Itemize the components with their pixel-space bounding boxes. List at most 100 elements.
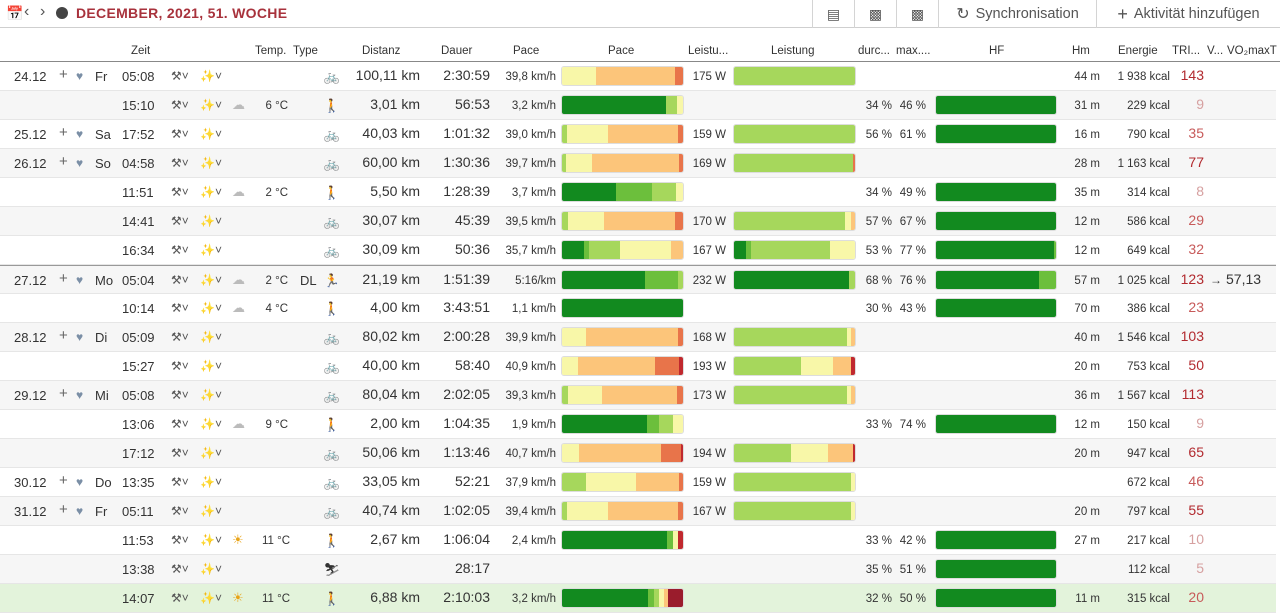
table-row[interactable]: 26.12 + ♥ So 04:58 ⚒˅ ✨˅ 🚲 60,00 km 1:30:36 39,7 k… — [0, 149, 1276, 178]
table-row[interactable]: 30.12 + ♥ Do 13:35 ⚒˅ ✨˅ 🚲 33,05 km 52:21 37,9 km/… — [0, 468, 1276, 497]
heart-icon[interactable]: ♥ — [76, 330, 84, 344]
col-pace-bar[interactable]: Pace — [608, 45, 635, 57]
row-time[interactable]: 05:08 — [122, 69, 155, 84]
table-row[interactable]: 29.12 + ♥ Mi 05:08 ⚒˅ ✨˅ 🚲 80,04 km 2:02:05 39,3 k… — [0, 381, 1276, 410]
magic-wand-icon[interactable]: ✨˅ — [200, 330, 222, 344]
add-icon[interactable]: + — [59, 472, 68, 489]
magic-wand-icon[interactable]: ✨˅ — [200, 417, 222, 431]
tools-icon[interactable]: ⚒˅ — [171, 214, 189, 228]
col-avg[interactable]: durc... — [858, 45, 890, 57]
col-pace-value[interactable]: Pace — [513, 45, 540, 57]
calendar-icon[interactable]: 📅 — [6, 5, 24, 21]
col-leistung-bar[interactable]: Leistung — [771, 45, 815, 57]
col-energie[interactable]: Energie — [1118, 45, 1158, 57]
chevron-left-icon[interactable]: ‹ — [24, 3, 30, 20]
tools-icon[interactable]: ⚒˅ — [171, 185, 189, 199]
table-row[interactable]: 14:07 ⚒˅ ✨˅ ☀ 11 °C 🚶 6,88 km 2:10:03 3,2 km/h 32… — [0, 584, 1276, 613]
row-time[interactable]: 05:11 — [122, 504, 154, 519]
col-vo2[interactable]: VO₂maxT — [1227, 45, 1277, 57]
chevron-right-icon[interactable]: › — [40, 3, 46, 20]
row-time[interactable]: 11:51 — [122, 185, 154, 200]
table-row[interactable]: 25.12 + ♥ Sa 17:52 ⚒˅ ✨˅ 🚲 40,03 km 1:01:32 39,0 k… — [0, 120, 1276, 149]
col-temp[interactable]: Temp. — [255, 45, 287, 57]
col-hf[interactable]: HF — [989, 45, 1005, 57]
magic-wand-icon[interactable]: ✨˅ — [200, 156, 222, 170]
row-time[interactable]: 04:58 — [122, 156, 155, 171]
col-zeit[interactable]: Zeit — [131, 45, 151, 57]
row-time[interactable]: 05:08 — [122, 388, 155, 403]
table-row[interactable]: 13:38 ⚒˅ ✨˅ ⛷ 28:17 35 % 51 % 112 kcal 5 — [0, 555, 1276, 584]
heart-icon[interactable]: ♥ — [76, 504, 84, 518]
tools-icon[interactable]: ⚒˅ — [171, 98, 189, 112]
heart-icon[interactable]: ♥ — [76, 127, 84, 141]
tools-icon[interactable]: ⚒˅ — [171, 562, 189, 576]
table-row[interactable]: 13:06 ⚒˅ ✨˅ ☁ 9 °C 🚶 2,00 km 1:04:35 1,9 km/h 33 … — [0, 410, 1276, 439]
row-time[interactable]: 10:14 — [122, 301, 155, 316]
magic-wand-icon[interactable]: ✨˅ — [200, 69, 222, 83]
row-time[interactable]: 15:27 — [122, 359, 155, 374]
col-type[interactable]: Type — [293, 45, 318, 57]
table-row[interactable]: 28.12 + ♥ Di 05:09 ⚒˅ ✨˅ 🚲 80,02 km 2:00:28 39,9 k… — [0, 323, 1276, 352]
tools-icon[interactable]: ⚒˅ — [171, 156, 189, 170]
tools-icon[interactable]: ⚒˅ — [171, 301, 189, 315]
magic-wand-icon[interactable]: ✨˅ — [200, 243, 222, 257]
row-time[interactable]: 15:10 — [122, 98, 155, 113]
row-time[interactable]: 17:12 — [122, 446, 155, 461]
tools-icon[interactable]: ⚒˅ — [171, 504, 189, 518]
table-row[interactable]: 17:12 ⚒˅ ✨˅ 🚲 50,06 km 1:13:46 40,7 km/h 194 W 2… — [0, 439, 1276, 468]
chart-view-button[interactable]: ▩ — [854, 0, 896, 28]
today-dot-icon[interactable] — [56, 7, 68, 19]
add-icon[interactable]: + — [59, 501, 68, 518]
table-row[interactable]: 11:51 ⚒˅ ✨˅ ☁ 2 °C 🚶 5,50 km 1:28:39 3,7 km/h 34 … — [0, 178, 1276, 207]
magic-wand-icon[interactable]: ✨˅ — [200, 359, 222, 373]
magic-wand-icon[interactable]: ✨˅ — [200, 504, 222, 518]
table-row[interactable]: 24.12 + ♥ Fr 05:08 ⚒˅ ✨˅ 🚲 100,11 km 2:30:59 39,8 … — [0, 62, 1276, 91]
heart-icon[interactable]: ♥ — [76, 69, 84, 83]
row-time[interactable]: 17:52 — [122, 127, 155, 142]
magic-wand-icon[interactable]: ✨˅ — [200, 301, 222, 315]
heart-icon[interactable]: ♥ — [76, 156, 84, 170]
row-time[interactable]: 13:06 — [122, 417, 155, 432]
row-time[interactable]: 11:53 — [122, 533, 154, 548]
tools-icon[interactable]: ⚒˅ — [171, 243, 189, 257]
col-trimp[interactable]: TRI... — [1172, 45, 1201, 57]
magic-wand-icon[interactable]: ✨˅ — [200, 185, 222, 199]
row-time[interactable]: 14:07 — [122, 591, 155, 606]
add-icon[interactable]: + — [59, 66, 68, 83]
tools-icon[interactable]: ⚒˅ — [171, 359, 189, 373]
row-time[interactable]: 05:09 — [122, 330, 155, 345]
tools-icon[interactable]: ⚒˅ — [171, 273, 189, 287]
magic-wand-icon[interactable]: ✨˅ — [200, 127, 222, 141]
heart-icon[interactable]: ♥ — [76, 273, 84, 287]
magic-wand-icon[interactable]: ✨˅ — [200, 533, 222, 547]
add-activity-button[interactable]: + Aktivität hinzufügen — [1096, 0, 1280, 28]
magic-wand-icon[interactable]: ✨˅ — [200, 446, 222, 460]
row-time[interactable]: 14:41 — [122, 214, 155, 229]
col-leistung-value[interactable]: Leistu... — [688, 45, 729, 57]
tools-icon[interactable]: ⚒˅ — [171, 533, 189, 547]
table-row[interactable]: 31.12 + ♥ Fr 05:11 ⚒˅ ✨˅ 🚲 40,74 km 1:02:05 39,4 k… — [0, 497, 1276, 526]
table-row[interactable]: 14:41 ⚒˅ ✨˅ 🚲 30,07 km 45:39 39,5 km/h 170 W 57 … — [0, 207, 1276, 236]
heart-icon[interactable]: ♥ — [76, 388, 84, 402]
stats-view-button[interactable]: ▩ — [896, 0, 938, 28]
table-row[interactable]: 27.12 + ♥ Mo 05:04 ⚒˅ ✨˅ ☁ 2 °C DL 🏃 21,19 km 1:51:3… — [0, 265, 1276, 294]
magic-wand-icon[interactable]: ✨˅ — [200, 475, 222, 489]
col-distanz[interactable]: Distanz — [362, 45, 401, 57]
heart-icon[interactable]: ♥ — [76, 475, 84, 489]
add-icon[interactable]: + — [59, 153, 68, 170]
col-dauer[interactable]: Dauer — [441, 45, 473, 57]
tools-icon[interactable]: ⚒˅ — [171, 591, 189, 605]
sync-button[interactable]: ↻ Synchronisation — [938, 0, 1096, 28]
tools-icon[interactable]: ⚒˅ — [171, 417, 189, 431]
row-time[interactable]: 13:35 — [122, 475, 155, 490]
magic-wand-icon[interactable]: ✨˅ — [200, 273, 222, 287]
table-row[interactable]: 11:53 ⚒˅ ✨˅ ☀ 11 °C 🚶 2,67 km 1:06:04 2,4 km/h 33… — [0, 526, 1276, 555]
table-row[interactable]: 10:14 ⚒˅ ✨˅ ☁ 4 °C 🚶 4,00 km 3:43:51 1,1 km/h 30 … — [0, 294, 1276, 323]
table-row[interactable]: 16:34 ⚒˅ ✨˅ 🚲 30,09 km 50:36 35,7 km/h 167 W 53 … — [0, 236, 1276, 265]
table-row[interactable]: 15:10 ⚒˅ ✨˅ ☁ 6 °C 🚶 3,01 km 56:53 3,2 km/h 34 % 4… — [0, 91, 1276, 120]
add-icon[interactable]: + — [59, 385, 68, 402]
table-row[interactable]: 15:27 ⚒˅ ✨˅ 🚲 40,00 km 58:40 40,9 km/h 193 W 20 … — [0, 352, 1276, 381]
tools-icon[interactable]: ⚒˅ — [171, 446, 189, 460]
tools-icon[interactable]: ⚒˅ — [171, 127, 189, 141]
row-time[interactable]: 16:34 — [122, 243, 155, 258]
